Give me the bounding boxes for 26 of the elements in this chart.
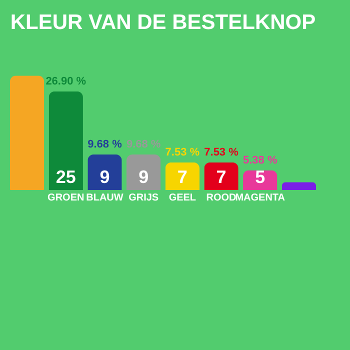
annotation: 9.68 %: [126, 138, 161, 150]
bar: [126, 154, 161, 190]
bar: [48, 91, 83, 190]
data-label: 9: [138, 167, 149, 187]
annotation: 7.53 %: [204, 146, 239, 158]
bar: [282, 182, 316, 190]
x-tick-label: GEEL: [168, 192, 196, 204]
data-label: 7: [216, 167, 226, 187]
data-label: 5: [255, 167, 266, 187]
bar: [88, 154, 122, 190]
bar: [10, 76, 44, 190]
chart-title: KLEUR VAN DE BESTELKNOP: [10, 11, 316, 34]
data-label: 9: [100, 167, 110, 187]
x-tick-label: GRIJS: [128, 192, 159, 204]
bar: [204, 162, 238, 190]
annotation: 9.68 %: [88, 138, 122, 150]
x-tick-label: ROOD: [206, 192, 236, 204]
x-tick-label: GROEN: [48, 192, 84, 204]
annotation: 7.53 %: [165, 146, 200, 158]
data-label: 25: [56, 167, 76, 187]
data-label: 7: [177, 167, 188, 187]
annotation: 26.90 %: [46, 75, 86, 88]
bar: [165, 162, 200, 190]
x-tick-label: MAGENTA: [235, 192, 286, 204]
x-tick-label: BLAUW: [86, 192, 124, 204]
annotation: 5.38 %: [242, 154, 278, 166]
